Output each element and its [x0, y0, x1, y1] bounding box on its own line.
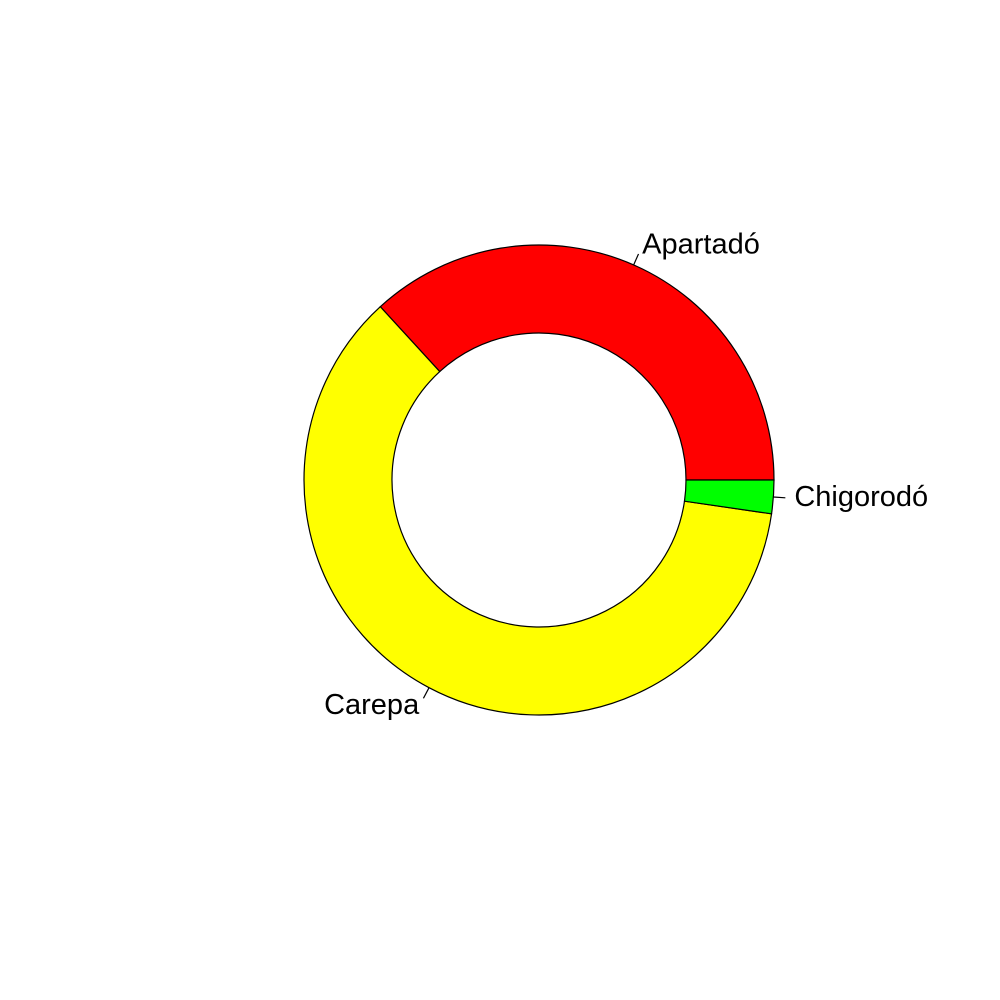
leader-line-apartado [634, 254, 639, 265]
leader-line-carepa [423, 688, 429, 699]
leader-line-chigorodo [773, 497, 785, 498]
slice-apartado [380, 245, 774, 480]
slice-label-carepa: Carepa [324, 689, 420, 721]
slices-layer [304, 245, 774, 715]
slice-label-apartado: Apartadó [642, 228, 760, 260]
slice-label-chigorodo: Chigorodó [794, 481, 928, 513]
